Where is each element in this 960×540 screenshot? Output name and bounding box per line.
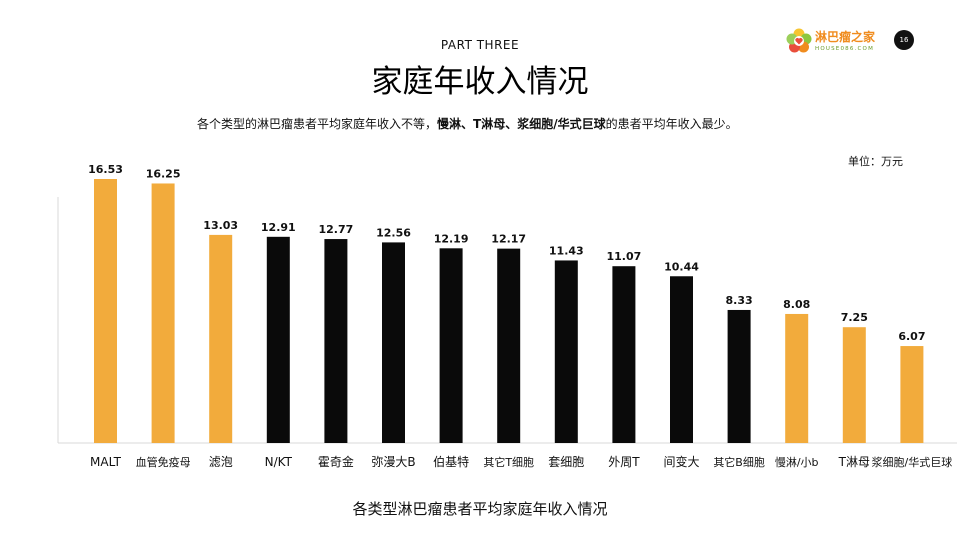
- category-label-8: 其它T细胞: [483, 455, 534, 469]
- bar-8: [497, 248, 521, 443]
- bar-10: [612, 266, 636, 443]
- bar-13: [785, 313, 809, 443]
- flower-logo-icon: [786, 28, 812, 53]
- brand-logo: 淋巴瘤之家 HOUSE086.COM: [786, 26, 896, 60]
- logo-name: 淋巴瘤之家: [815, 30, 876, 44]
- category-label-10: 外周T: [608, 455, 640, 469]
- bar-2: [151, 183, 175, 443]
- category-label-1: MALT: [90, 455, 122, 469]
- bar-9: [554, 260, 578, 443]
- intro-highlight: 慢淋、T淋母、浆细胞/华式巨球: [437, 117, 606, 131]
- data-label-7: 12.19: [434, 232, 469, 245]
- category-label-9: 套细胞: [548, 455, 584, 469]
- data-label-1: 16.53: [88, 163, 123, 176]
- bar-1: [94, 179, 117, 443]
- category-label-12: 其它B细胞: [713, 455, 765, 469]
- data-label-8: 12.17: [491, 233, 526, 246]
- bar-14: [842, 327, 866, 443]
- intro-part1: 各个类型的淋巴瘤患者平均家庭年收入不等，: [197, 117, 438, 131]
- category-label-14: T淋母: [838, 455, 870, 469]
- category-label-4: N/KT: [265, 455, 293, 469]
- data-label-13: 8.08: [783, 298, 810, 311]
- category-label-15: 浆细胞/华式巨球: [872, 455, 953, 469]
- data-label-12: 8.33: [726, 294, 753, 307]
- data-label-4: 12.91: [261, 221, 296, 234]
- section-label: PART THREE: [440, 38, 520, 52]
- data-label-5: 12.77: [319, 223, 354, 236]
- page-number-badge: 16: [894, 30, 914, 50]
- bar-15: [900, 346, 924, 443]
- data-label-9: 11.43: [549, 244, 584, 257]
- category-label-13: 慢淋/小b: [775, 456, 819, 469]
- bar-3: [209, 234, 233, 443]
- data-label-6: 12.56: [376, 226, 411, 239]
- intro-text: 各个类型的淋巴瘤患者平均家庭年收入不等，慢淋、T淋母、浆细胞/华式巨球的患者平均…: [197, 112, 787, 136]
- category-label-2: 血管免疫母: [136, 455, 191, 469]
- bar-4: [266, 236, 290, 443]
- unit-label: 单位：万元: [848, 155, 903, 168]
- data-label-14: 7.25: [841, 311, 868, 324]
- category-label-3: 滤泡: [209, 455, 233, 469]
- data-label-3: 13.03: [203, 219, 238, 232]
- logo-site: HOUSE086.COM: [815, 46, 875, 52]
- bar-11: [670, 276, 693, 443]
- category-label-7: 伯基特: [433, 454, 469, 469]
- bar-12: [727, 309, 751, 443]
- intro-part2: 的患者平均年收入最少。: [605, 117, 738, 131]
- data-label-2: 16.25: [146, 167, 181, 180]
- category-label-6: 弥漫大B: [371, 454, 415, 469]
- data-label-15: 6.07: [898, 330, 925, 343]
- category-label-11: 间变大: [663, 454, 699, 469]
- bar-7: [439, 248, 463, 443]
- category-label-5: 霍奇金: [318, 454, 354, 469]
- bar-5: [324, 239, 348, 443]
- data-label-10: 11.07: [607, 250, 642, 263]
- data-label-11: 10.44: [664, 260, 699, 273]
- page-title: 家庭年收入情况: [371, 64, 589, 100]
- bar-6: [382, 242, 405, 443]
- chart-caption: 各类型淋巴瘤患者平均家庭年收入情况: [352, 500, 608, 518]
